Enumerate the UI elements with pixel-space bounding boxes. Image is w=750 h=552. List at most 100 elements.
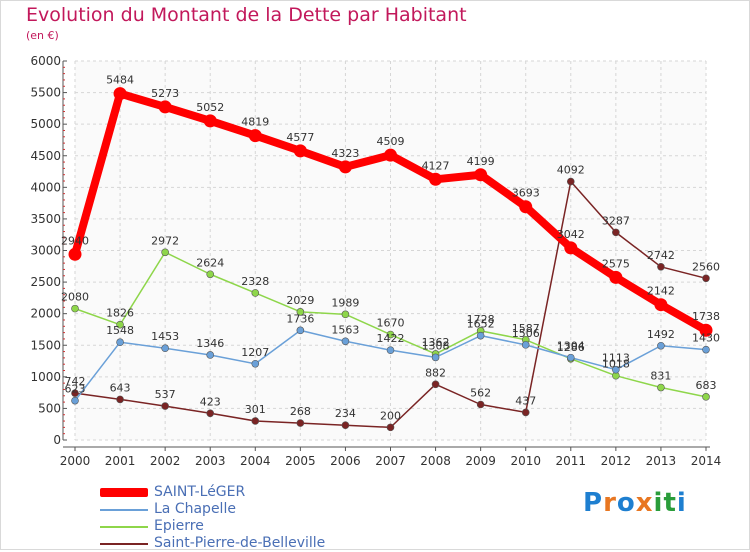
data-label: 4577 xyxy=(286,131,314,144)
data-label: 4127 xyxy=(422,159,450,172)
data-point xyxy=(654,298,668,312)
data-label: 423 xyxy=(200,395,221,408)
data-label: 2624 xyxy=(196,256,224,269)
data-point xyxy=(384,148,397,162)
data-label: 1587 xyxy=(512,322,540,335)
data-label: 3693 xyxy=(512,187,540,200)
data-label: 5484 xyxy=(106,74,134,87)
data-point xyxy=(206,351,215,359)
data-label: 537 xyxy=(155,388,176,401)
x-tick-label: 2001 xyxy=(105,454,136,468)
logo-letter: i xyxy=(676,488,687,518)
data-label: 1113 xyxy=(602,352,630,365)
data-point xyxy=(116,395,124,404)
legend-item-saint-pierre[interactable]: Saint-Pierre-de-Belleville xyxy=(100,535,400,552)
data-point xyxy=(296,308,305,316)
data-point xyxy=(476,400,485,409)
x-tick-label: 2008 xyxy=(420,454,451,468)
data-point xyxy=(702,393,710,401)
legend-item-saint-leger[interactable]: SAINT-LéGER xyxy=(100,484,400,501)
data-point xyxy=(566,177,575,186)
legend-swatch-la-chapelle xyxy=(100,509,148,511)
legend-label-la-chapelle: La Chapelle xyxy=(154,501,236,517)
data-point xyxy=(158,100,172,114)
legend-item-epierre[interactable]: Epierre xyxy=(100,518,400,535)
data-label: 2029 xyxy=(286,294,314,307)
logo-letter: i xyxy=(653,488,664,518)
data-point xyxy=(702,274,710,283)
data-label: 742 xyxy=(65,375,86,388)
data-point xyxy=(564,241,578,255)
data-label: 1018 xyxy=(602,358,630,371)
data-point xyxy=(206,409,215,418)
x-tick-label: 2006 xyxy=(330,454,361,468)
data-point xyxy=(341,310,350,319)
data-label: 1563 xyxy=(331,323,359,336)
data-point xyxy=(386,423,395,432)
data-point xyxy=(702,345,710,354)
logo-letter: o xyxy=(616,488,636,518)
data-point xyxy=(338,160,352,174)
logo-letter: r xyxy=(603,488,617,518)
legend-item-la-chapelle[interactable]: La Chapelle xyxy=(100,501,400,518)
data-label: 623 xyxy=(65,383,86,396)
data-label: 1738 xyxy=(692,310,720,323)
data-label: 1453 xyxy=(151,330,179,343)
legend-swatch-saint-pierre xyxy=(100,543,148,545)
data-point xyxy=(161,344,169,353)
data-label: 1736 xyxy=(286,312,314,325)
data-label: 643 xyxy=(110,381,131,394)
data-point xyxy=(609,270,623,284)
data-point xyxy=(431,353,440,362)
data-point xyxy=(566,353,575,362)
y-tick-label: 4500 xyxy=(30,149,61,163)
data-label: 882 xyxy=(425,366,446,379)
data-label: 2560 xyxy=(692,260,720,273)
data-point xyxy=(293,144,307,158)
data-label: 3042 xyxy=(557,228,585,241)
x-tick-label: 2011 xyxy=(556,454,587,468)
y-tick-label: 2000 xyxy=(30,307,61,321)
data-label: 1304 xyxy=(557,340,585,353)
data-label: 4092 xyxy=(557,164,585,177)
y-tick-label: 500 xyxy=(38,401,61,415)
x-tick-label: 2010 xyxy=(510,454,541,468)
data-point xyxy=(71,396,79,405)
data-point xyxy=(429,172,443,186)
data-label: 4199 xyxy=(467,155,495,168)
data-point xyxy=(386,330,395,339)
data-point xyxy=(161,248,169,257)
data-label: 1430 xyxy=(692,332,720,345)
y-tick-label: 5000 xyxy=(30,117,61,131)
data-label: 4323 xyxy=(331,147,359,160)
data-point xyxy=(113,87,127,101)
y-tick-label: 5500 xyxy=(30,86,61,100)
data-point xyxy=(161,402,169,410)
data-label: 301 xyxy=(245,403,266,416)
data-label: 2080 xyxy=(61,291,89,304)
data-label: 831 xyxy=(650,370,671,383)
data-label: 1286 xyxy=(557,341,585,354)
data-point xyxy=(476,331,485,340)
chart-title: Evolution du Montant de la Dette par Hab… xyxy=(26,4,467,26)
data-point xyxy=(251,359,260,368)
x-tick-label: 2003 xyxy=(195,454,226,468)
y-tick-label: 4000 xyxy=(30,180,61,194)
x-tick-label: 2013 xyxy=(646,454,677,468)
data-label: 1670 xyxy=(377,317,405,330)
logo-letter: P xyxy=(583,488,604,518)
data-label: 1207 xyxy=(241,346,269,359)
data-point xyxy=(341,337,350,346)
plot-area xyxy=(75,61,706,440)
x-tick-label: 2000 xyxy=(60,454,91,468)
x-tick-label: 2004 xyxy=(240,454,271,468)
y-tick-label: 1000 xyxy=(30,370,61,384)
data-label: 234 xyxy=(335,407,356,420)
data-label: 4509 xyxy=(377,135,405,148)
data-label: 1422 xyxy=(377,332,405,345)
logo-letter: x xyxy=(635,488,654,518)
data-label: 562 xyxy=(470,387,491,400)
logo-letter: t xyxy=(663,488,677,518)
data-label: 2972 xyxy=(151,234,179,247)
